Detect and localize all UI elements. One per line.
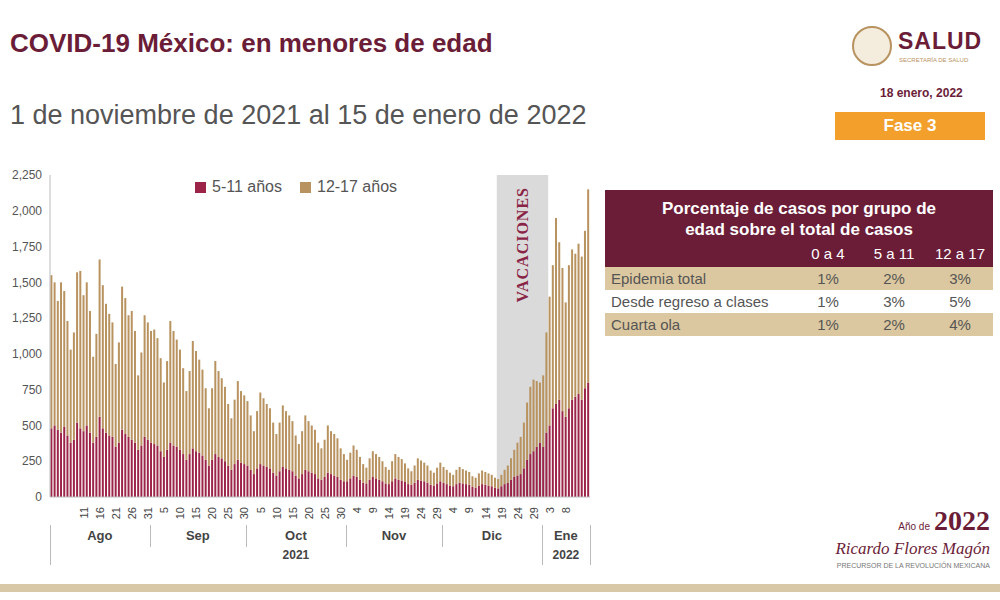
- html-text:Ricardo Flores Magón: Ricardo Flores Magón: [835, 539, 990, 558]
- html-text:2%: 2%: [883, 316, 905, 333]
- html-text:Nov: Nov: [381, 528, 407, 543]
- html-text:3%: 3%: [883, 293, 905, 310]
- svg-text:29: 29: [431, 507, 443, 519]
- html-text:SALUD: SALUD: [898, 28, 983, 54]
- svg-text:20: 20: [206, 507, 218, 519]
- svg-text:5: 5: [255, 507, 267, 513]
- html-text:18 enero, 2022: 18 enero, 2022: [880, 86, 963, 100]
- svg-text:14: 14: [480, 507, 492, 519]
- html-text:4%: 4%: [949, 316, 971, 333]
- svg-text:31: 31: [142, 507, 154, 519]
- svg-text:5: 5: [158, 507, 170, 513]
- svg-text:16: 16: [94, 507, 106, 519]
- html-text:Ene: Ene: [554, 528, 578, 543]
- html-text:1%: 1%: [817, 270, 839, 287]
- html-text:0 a 4: 0 a 4: [811, 245, 845, 262]
- svg-text:10: 10: [271, 507, 283, 519]
- svg-text:1,000: 1,000: [12, 347, 42, 361]
- svg-text:1,500: 1,500: [12, 276, 42, 290]
- html-text:2%: 2%: [883, 270, 905, 287]
- svg-text:8: 8: [560, 507, 572, 513]
- svg-text:15: 15: [287, 507, 299, 519]
- html-text:Sep: Sep: [185, 528, 210, 543]
- svg-text:21: 21: [110, 507, 122, 519]
- html-text:Ago: Ago: [87, 528, 113, 543]
- html-text:PRECURSOR DE LA REVOLUCIÓN MEX: PRECURSOR DE LA REVOLUCIÓN MEXICANA: [836, 562, 990, 569]
- html-text:Fase 3: Fase 3: [883, 116, 937, 135]
- svg-text:30: 30: [238, 507, 250, 519]
- html-text:1 de noviembre de 2021 al 15 d: 1 de noviembre de 2021 al 15 de enero de…: [10, 100, 587, 130]
- svg-text:500: 500: [22, 419, 42, 433]
- svg-text:24: 24: [415, 507, 427, 519]
- svg-text:14: 14: [383, 507, 395, 519]
- svg-text:2,000: 2,000: [12, 204, 42, 218]
- html-text:1%: 1%: [817, 293, 839, 310]
- svg-text:29: 29: [528, 507, 540, 519]
- svg-text:9: 9: [367, 507, 379, 513]
- svg-text:9: 9: [463, 507, 475, 513]
- html-text:Desde regreso a clases: Desde regreso a clases: [611, 293, 769, 310]
- html-text:Epidemia total: Epidemia total: [611, 270, 707, 287]
- svg-text:4: 4: [351, 507, 363, 513]
- html-text:Cuarta ola: Cuarta ola: [611, 316, 681, 333]
- svg-text:26: 26: [126, 507, 138, 519]
- svg-text:1,750: 1,750: [12, 240, 42, 254]
- html-text:Año de: Año de: [898, 521, 930, 532]
- html-text:5 a 11: 5 a 11: [873, 245, 915, 262]
- svg-text:250: 250: [22, 454, 42, 468]
- html-text:Oct: Oct: [285, 528, 307, 543]
- svg-text:20: 20: [303, 507, 315, 519]
- html-text:Dic: Dic: [481, 528, 503, 543]
- html-text:12-17 años: 12-17 años: [317, 178, 397, 195]
- svg-text:24: 24: [512, 507, 524, 519]
- html-text:5%: 5%: [949, 293, 971, 310]
- svg-text:15: 15: [190, 507, 202, 519]
- html-text:2022: 2022: [552, 548, 580, 562]
- svg-text:19: 19: [496, 507, 508, 519]
- svg-text:25: 25: [319, 507, 331, 519]
- svg-text:0: 0: [35, 490, 42, 504]
- svg-text:4: 4: [447, 507, 459, 513]
- html-text:2021: 2021: [282, 548, 310, 562]
- html-text:COVID-19 México: en menores de: COVID-19 México: en menores de edad: [10, 28, 493, 58]
- html-text:3%: 3%: [949, 270, 971, 287]
- svg-text:30: 30: [335, 507, 347, 519]
- svg-text:19: 19: [399, 507, 411, 519]
- html-text:2022: 2022: [934, 505, 990, 536]
- svg-text:11: 11: [78, 507, 90, 518]
- svg-text:1,250: 1,250: [12, 311, 42, 325]
- html-text:12 a 17: 12 a 17: [935, 245, 985, 262]
- html-text:SECRETARÍA DE SALUD: SECRETARÍA DE SALUD: [899, 57, 969, 63]
- svg-text:3: 3: [544, 507, 556, 513]
- svg-text:10: 10: [174, 507, 186, 519]
- html-text:Porcentaje de casos por grupo: Porcentaje de casos por grupo de edad so…: [662, 199, 936, 239]
- html-text:1%: 1%: [817, 316, 839, 333]
- svg-text:VACACIONES: VACACIONES: [514, 187, 531, 303]
- svg-text:25: 25: [222, 507, 234, 519]
- html-text:5-11 años: 5-11 años: [212, 178, 282, 195]
- svg-text:750: 750: [22, 383, 42, 397]
- svg-text:2,250: 2,250: [12, 168, 42, 182]
